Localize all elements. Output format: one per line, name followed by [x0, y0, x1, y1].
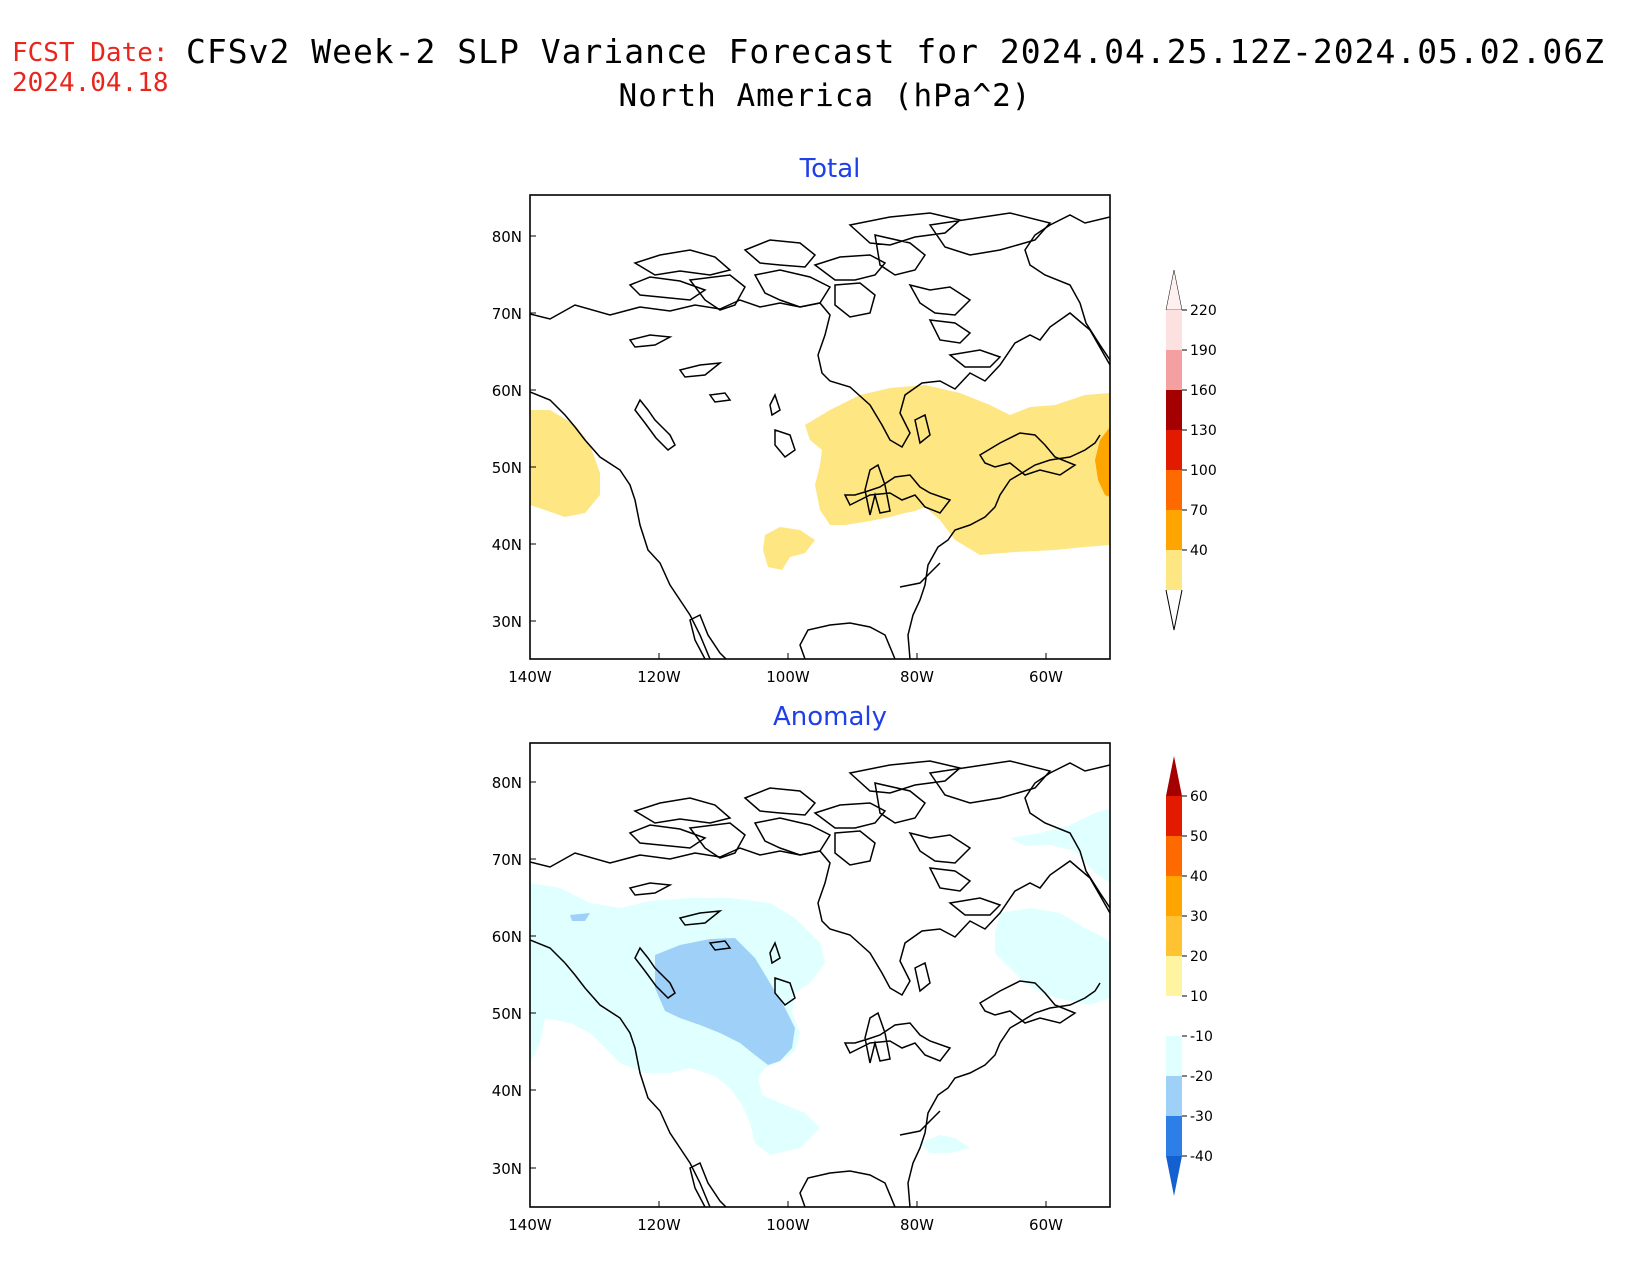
anomaly-lat-label: 60N	[492, 928, 522, 946]
forecast-date-label: FCST Date:	[12, 38, 169, 68]
anomaly-fill-west-mid	[655, 938, 795, 1065]
colorbar-label: 10	[1190, 989, 1208, 1005]
anomaly-lon-label: 80W	[900, 1216, 934, 1234]
chart-title: CFSv2 Week-2 SLP Variance Forecast for 2…	[186, 32, 1606, 71]
colorbar-label: -10	[1190, 1029, 1213, 1045]
colorbar-label: 40	[1190, 869, 1208, 885]
colorbar-swatch	[1166, 876, 1182, 916]
colorbar-label: 70	[1190, 503, 1208, 519]
colorbar-swatch	[1166, 1076, 1182, 1116]
anomaly-map-frame	[529, 742, 1111, 1208]
colorbar-arrow-bottom	[1166, 1156, 1182, 1196]
colorbar-swatch	[1166, 350, 1182, 390]
colorbar-label: 60	[1190, 789, 1208, 805]
total-lat-label: 80N	[492, 228, 522, 246]
total-lat-label: 50N	[492, 459, 522, 477]
colorbar-arrow-top	[1166, 756, 1182, 796]
total-lon-label: 100W	[766, 668, 810, 686]
anomaly-map: 80N 70N 60N 50N 40N 30N 140W 120W 100W 8…	[492, 742, 1111, 1234]
total-lon-label: 60W	[1029, 668, 1063, 686]
anomaly-lon-label: 60W	[1029, 1216, 1063, 1234]
anomaly-lon-label: 100W	[766, 1216, 810, 1234]
colorbar-swatch	[1166, 310, 1182, 350]
colorbar-swatch	[1166, 510, 1182, 550]
anomaly-lat-axis: 80N 70N 60N 50N 40N 30N	[492, 774, 536, 1178]
anomaly-colorbar: 60 50 40 30 20 10 -10 -20 -30 -40	[1166, 756, 1213, 1196]
total-lat-label: 60N	[492, 382, 522, 400]
total-fill-orange	[1095, 427, 1110, 497]
colorbar-label: 100	[1190, 463, 1217, 479]
colorbar-label: -40	[1190, 1149, 1213, 1165]
anomaly-lat-label: 80N	[492, 774, 522, 792]
anomaly-fill-northeast	[1010, 808, 1110, 883]
colorbar-label: 130	[1190, 423, 1217, 439]
anomaly-lon-axis: 140W 120W 100W 80W 60W	[508, 1201, 1063, 1234]
anomaly-lat-label: 70N	[492, 851, 522, 869]
anomaly-fill-alaska	[570, 913, 590, 921]
anomaly-lat-label: 30N	[492, 1160, 522, 1178]
anomaly-lon-label: 140W	[508, 1216, 552, 1234]
colorbar-swatch	[1166, 390, 1182, 430]
chart-subtitle: North America (hPa^2)	[618, 78, 1032, 114]
colorbar-swatch	[1166, 956, 1182, 996]
anomaly-lat-label: 40N	[492, 1082, 522, 1100]
colorbar-swatch	[1166, 796, 1182, 836]
colorbar-label: 190	[1190, 343, 1217, 359]
total-lon-axis: 140W 120W 100W 80W 60W	[508, 653, 1063, 686]
total-panel-title: Total	[799, 154, 861, 184]
anomaly-lon-label: 120W	[637, 1216, 681, 1234]
colorbar-swatch	[1166, 550, 1182, 590]
colorbar-swatch	[1166, 916, 1182, 956]
total-lon-label: 140W	[508, 668, 552, 686]
total-map-frame	[529, 194, 1111, 660]
colorbar-label: 160	[1190, 383, 1217, 399]
colorbar-swatch	[1166, 1116, 1182, 1156]
colorbar-swatch	[1166, 996, 1182, 1036]
colorbar-label: 220	[1190, 303, 1217, 319]
colorbar-swatch	[1166, 1036, 1182, 1076]
total-lon-label: 120W	[637, 668, 681, 686]
total-map: 80N 70N 60N 50N 40N 30N 140W 120W 100W 8…	[492, 194, 1111, 686]
total-lat-label: 40N	[492, 536, 522, 554]
total-colorbar: 220 190 160 130 100 70 40	[1165, 269, 1217, 631]
anomaly-fill-west-light	[530, 883, 825, 1155]
colorbar-label: 30	[1190, 909, 1208, 925]
anomaly-fill-atlantic	[920, 1135, 970, 1153]
colorbar-label: -30	[1190, 1109, 1213, 1125]
colorbar-arrow-top	[1165, 269, 1183, 311]
forecast-date-value: 2024.04.18	[12, 68, 169, 98]
colorbar-label: 40	[1190, 543, 1208, 559]
colorbar-swatch	[1166, 836, 1182, 876]
colorbar-swatch	[1166, 430, 1182, 470]
colorbar-swatch	[1166, 470, 1182, 510]
total-lon-label: 80W	[900, 668, 934, 686]
total-lat-label: 70N	[492, 305, 522, 323]
total-fill-plains	[763, 527, 815, 570]
total-lat-label: 30N	[492, 613, 522, 631]
colorbar-label: 50	[1190, 829, 1208, 845]
colorbar-label: -20	[1190, 1069, 1213, 1085]
anomaly-panel-title: Anomaly	[772, 702, 888, 732]
colorbar-arrow-bottom	[1165, 589, 1183, 631]
anomaly-lat-label: 50N	[492, 1005, 522, 1023]
colorbar-label: 20	[1190, 949, 1208, 965]
total-lat-axis: 80N 70N 60N 50N 40N 30N	[492, 228, 536, 631]
